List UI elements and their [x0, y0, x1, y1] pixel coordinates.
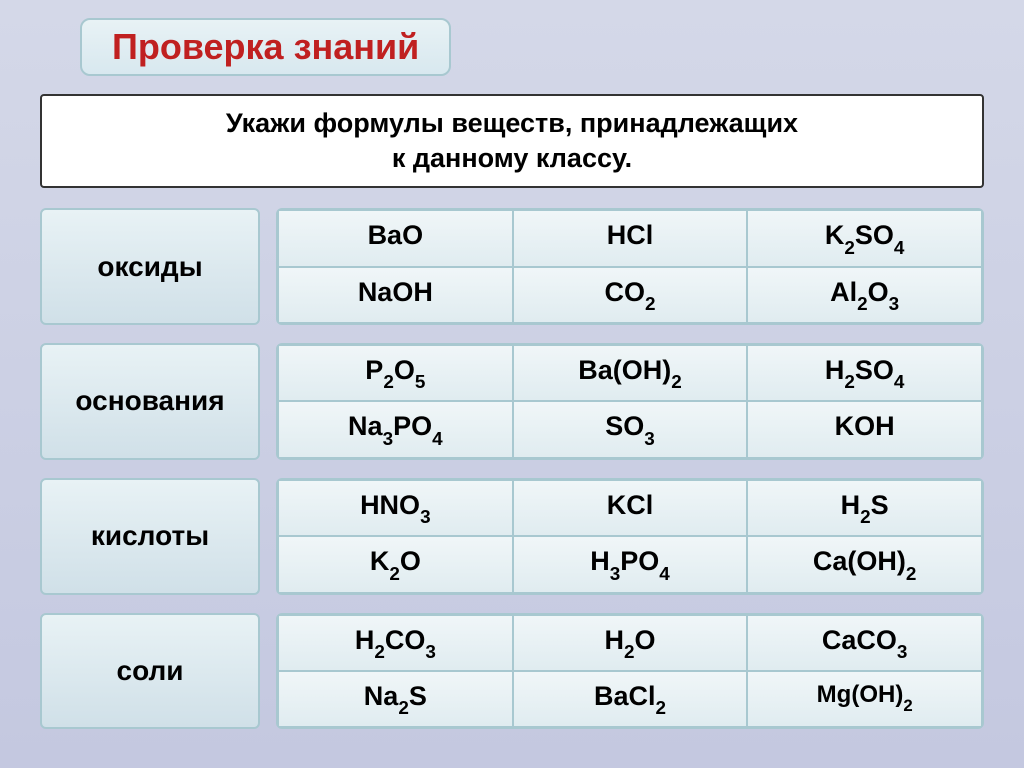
formula-cell[interactable]: Na2S: [278, 671, 513, 727]
category-row: кислоты HNO3KClH2S K2OH3PO4Ca(OH)2: [40, 478, 984, 595]
formula-cell[interactable]: H2SO4: [747, 345, 982, 401]
formulas-grid: P2O5Ba(OH)2H2SO4 Na3PO4SO3KOH: [276, 343, 984, 460]
formula-cell[interactable]: Na3PO4: [278, 401, 513, 457]
category-label: оксиды: [40, 208, 260, 325]
formula-cell[interactable]: H2S: [747, 480, 982, 536]
formula-cell[interactable]: HNO3: [278, 480, 513, 536]
instruction-line1: Укажи формулы веществ, принадлежащих: [226, 108, 798, 138]
instruction-text: Укажи формулы веществ, принадлежащих к д…: [226, 108, 798, 173]
header-title: Проверка знаний: [112, 26, 419, 67]
formula-cell[interactable]: CaCO3: [747, 615, 982, 671]
formulas-grid: H2CO3H2OCaCO3 Na2SBaCl2Mg(OH)2: [276, 613, 984, 730]
instruction-box: Укажи формулы веществ, принадлежащих к д…: [40, 94, 984, 188]
formula-cell[interactable]: BaCl2: [513, 671, 748, 727]
formulas-grid: BaOHClK2SO4 NaOHCO2Al2O3: [276, 208, 984, 325]
header-box: Проверка знаний: [80, 18, 451, 76]
category-label: соли: [40, 613, 260, 730]
category-row: соли H2CO3H2OCaCO3 Na2SBaCl2Mg(OH)2: [40, 613, 984, 730]
formula-cell[interactable]: CO2: [513, 267, 748, 323]
formula-cell[interactable]: NaOH: [278, 267, 513, 323]
instruction-line2: к данному классу.: [392, 143, 632, 173]
formula-cell[interactable]: H2CO3: [278, 615, 513, 671]
categories-container: оксидыBaOHClK2SO4NaOHCO2Al2O3основанияP2…: [20, 208, 1004, 729]
formula-cell[interactable]: K2SO4: [747, 210, 982, 266]
category-row: основания P2O5Ba(OH)2H2SO4 Na3PO4SO3KOH: [40, 343, 984, 460]
formulas-grid: HNO3KClH2S K2OH3PO4Ca(OH)2: [276, 478, 984, 595]
formula-cell[interactable]: SO3: [513, 401, 748, 457]
formula-cell[interactable]: H2O: [513, 615, 748, 671]
formula-cell[interactable]: HCl: [513, 210, 748, 266]
category-label: основания: [40, 343, 260, 460]
formula-cell[interactable]: Mg(OH)2: [747, 671, 982, 727]
category-label: кислоты: [40, 478, 260, 595]
formula-cell[interactable]: Ca(OH)2: [747, 536, 982, 592]
formula-cell[interactable]: H3PO4: [513, 536, 748, 592]
category-row: оксиды BaOHClK2SO4 NaOHCO2Al2O3: [40, 208, 984, 325]
formula-cell[interactable]: P2O5: [278, 345, 513, 401]
formula-cell[interactable]: Al2O3: [747, 267, 982, 323]
formula-cell[interactable]: K2O: [278, 536, 513, 592]
formula-cell[interactable]: Ba(OH)2: [513, 345, 748, 401]
formula-cell[interactable]: KOH: [747, 401, 982, 457]
formula-cell[interactable]: KCl: [513, 480, 748, 536]
formula-cell[interactable]: BaO: [278, 210, 513, 266]
